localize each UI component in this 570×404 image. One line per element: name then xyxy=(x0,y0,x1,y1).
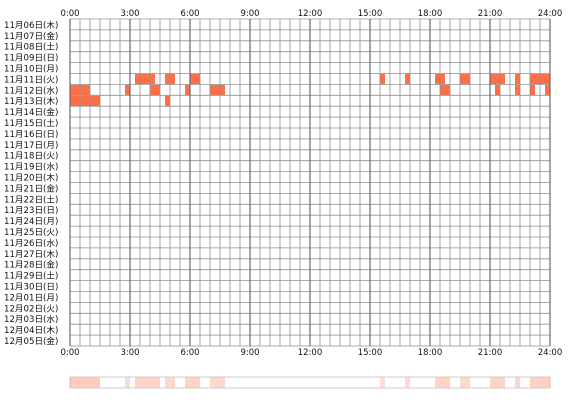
row-label: 11月21日(金) xyxy=(4,182,58,194)
summary-segment xyxy=(515,377,520,388)
x-tick-label: 15:00 xyxy=(358,9,383,19)
row-label: 11月06日(木) xyxy=(4,19,58,31)
x-tick-label-bottom: 21:00 xyxy=(478,348,503,358)
x-tick-label: 6:00 xyxy=(180,9,199,19)
x-tick-label-bottom: 6:00 xyxy=(180,348,199,358)
row-label: 11月25日(火) xyxy=(4,227,58,238)
row-label: 11月12日(水) xyxy=(4,84,58,96)
summary-segment xyxy=(125,377,130,388)
row-label: 11月11日(火) xyxy=(4,74,58,85)
row-label: 11月08日(土) xyxy=(4,41,58,53)
data-cell xyxy=(405,74,410,85)
data-cell xyxy=(515,74,520,85)
data-cell xyxy=(185,84,190,96)
row-label: 11月13日(木) xyxy=(4,95,58,107)
data-cell xyxy=(530,84,535,96)
x-tick-label: 0:00 xyxy=(60,9,79,19)
data-cell xyxy=(440,84,450,96)
summary-segment xyxy=(380,377,385,388)
row-label: 11月28日(金) xyxy=(4,259,58,271)
row-label: 11月17日(月) xyxy=(4,140,58,151)
summary-segment xyxy=(490,377,505,388)
data-cell xyxy=(490,74,505,85)
x-tick-label: 3:00 xyxy=(120,9,139,19)
row-label: 11月15日(土) xyxy=(4,117,58,129)
row-label: 12月01日(月) xyxy=(4,292,58,303)
data-cell xyxy=(165,95,170,107)
x-tick-label-bottom: 0:00 xyxy=(60,348,79,358)
row-label: 11月29日(土) xyxy=(4,270,58,282)
row-label: 11月07日(金) xyxy=(4,30,58,42)
x-tick-label: 12:00 xyxy=(298,9,323,19)
data-cell xyxy=(210,84,225,96)
summary-segment xyxy=(460,377,470,388)
data-cell xyxy=(495,84,500,96)
row-label: 11月24日(月) xyxy=(4,216,58,227)
summary-segment xyxy=(135,377,160,388)
row-label: 12月05日(金) xyxy=(4,335,58,347)
x-tick-label: 21:00 xyxy=(478,9,503,19)
row-label: 11月30日(日) xyxy=(4,282,58,293)
grid-lines xyxy=(69,18,551,347)
x-tick-label-bottom: 18:00 xyxy=(418,348,443,358)
row-labels: 11月06日(木)11月07日(金)11月08日(土)11月09日(日)11月1… xyxy=(4,19,58,347)
data-cell xyxy=(380,74,385,85)
row-label: 11月19日(水) xyxy=(4,161,58,173)
summary-segment xyxy=(435,377,450,388)
x-tick-labels: 0:00 3:00 6:00 9:00 12:00 15:00 18:00 21:00 24:0… xyxy=(60,9,562,19)
row-label: 11月27日(木) xyxy=(4,248,58,260)
x-tick-label: 18:00 xyxy=(418,9,443,19)
row-label: 12月04日(木) xyxy=(4,324,58,336)
data-cell xyxy=(190,74,200,85)
row-label: 11月20日(木) xyxy=(4,172,58,184)
data-cell xyxy=(545,84,550,96)
row-label: 11月22日(土) xyxy=(4,193,58,205)
x-tick-labels-bottom: 0:00 3:00 6:00 9:00 12:00 15:00 18:00 21:00 24:0… xyxy=(60,348,562,358)
summary-segment xyxy=(530,377,550,388)
x-tick-label-bottom: 12:00 xyxy=(298,348,323,358)
data-cell xyxy=(460,74,470,85)
summary-segment xyxy=(210,377,225,388)
row-label: 11月18日(火) xyxy=(4,151,58,162)
data-cell xyxy=(515,84,520,96)
data-cell xyxy=(70,95,100,107)
row-label: 11月26日(水) xyxy=(4,237,58,249)
row-label: 11月10日(月) xyxy=(4,64,58,75)
row-label: 11月23日(日) xyxy=(4,205,58,216)
row-label: 12月03日(水) xyxy=(4,313,58,325)
data-cell xyxy=(135,74,155,85)
summary-segment xyxy=(185,377,200,388)
summary-segment xyxy=(405,377,410,388)
data-cell xyxy=(125,84,130,96)
summary-segment xyxy=(165,377,175,388)
x-tick-label-bottom: 9:00 xyxy=(240,348,259,358)
data-cell xyxy=(150,84,160,96)
x-tick-label-bottom: 24:00 xyxy=(538,348,563,358)
x-tick-label-bottom: 15:00 xyxy=(358,348,383,358)
row-label: 11月14日(金) xyxy=(4,106,58,118)
x-tick-label-bottom: 3:00 xyxy=(120,348,139,358)
row-label: 11月09日(日) xyxy=(4,53,58,64)
summary-strip-background xyxy=(69,376,551,389)
x-tick-label: 24:00 xyxy=(538,9,563,19)
summary-segment xyxy=(70,377,100,388)
row-label: 12月02日(火) xyxy=(4,303,58,314)
x-tick-label: 9:00 xyxy=(240,9,259,19)
summary-strip xyxy=(69,376,551,389)
row-label: 11月16日(日) xyxy=(4,129,58,140)
